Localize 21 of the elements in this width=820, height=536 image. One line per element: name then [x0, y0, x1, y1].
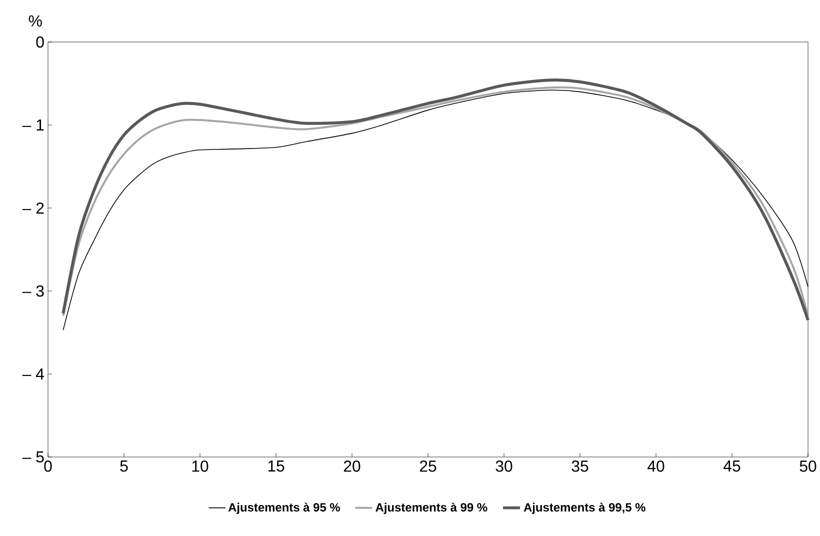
y-tick-label: – 4	[22, 368, 44, 380]
x-tick-label: 45	[724, 460, 740, 472]
y-axis-title: %	[28, 15, 42, 27]
x-tick-label: 40	[648, 460, 664, 472]
x-tick-label: 20	[344, 460, 360, 472]
legend-label: Ajustements à 99 %	[376, 502, 488, 514]
y-tick-label: – 3	[22, 285, 44, 297]
legend-label: Ajustements à 99,5 %	[524, 502, 646, 514]
x-tick-label: 30	[496, 460, 512, 472]
y-tick-label: – 2	[22, 202, 44, 214]
y-tick-label: – 5	[22, 451, 44, 463]
x-tick-label: 10	[192, 460, 208, 472]
x-tick-label: 15	[268, 460, 284, 472]
x-tick-label: 0	[44, 460, 52, 472]
legend-label: Ajustements à 95 %	[228, 502, 340, 514]
x-tick-label: 25	[420, 460, 436, 472]
x-tick-label: 50	[800, 460, 816, 472]
y-tick-label: 0	[36, 36, 44, 48]
y-tick-label: – 1	[22, 120, 44, 130]
x-tick-label: 35	[572, 460, 588, 472]
x-tick-label: 5	[120, 460, 128, 472]
